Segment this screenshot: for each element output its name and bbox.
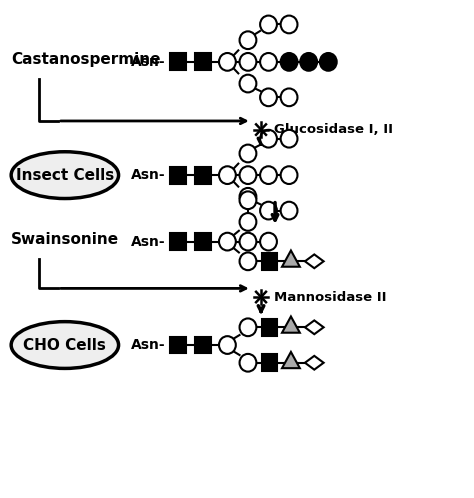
Text: Glucosidase I, II: Glucosidase I, II [274, 123, 393, 136]
Circle shape [219, 233, 236, 250]
Bar [170, 167, 186, 183]
Circle shape [239, 233, 256, 250]
Circle shape [219, 336, 236, 354]
Circle shape [239, 75, 256, 93]
Circle shape [239, 31, 256, 49]
Bar [170, 337, 186, 354]
Text: Asn-: Asn- [131, 235, 165, 249]
Text: Castanospermine: Castanospermine [11, 52, 161, 67]
Circle shape [320, 53, 337, 71]
Circle shape [219, 53, 236, 71]
Bar [195, 233, 210, 250]
Circle shape [281, 130, 298, 147]
Bar [195, 53, 210, 70]
Bar [170, 233, 186, 250]
Text: Asn-: Asn- [131, 55, 165, 69]
Bar [262, 319, 277, 336]
Circle shape [239, 191, 256, 209]
Text: Mannosidase II: Mannosidase II [274, 290, 387, 303]
Polygon shape [305, 254, 324, 268]
Circle shape [260, 15, 277, 33]
Circle shape [239, 166, 256, 184]
Circle shape [260, 130, 277, 147]
Ellipse shape [11, 152, 119, 199]
Bar [262, 355, 277, 371]
Text: CHO Cells: CHO Cells [23, 338, 106, 353]
Bar [170, 53, 186, 70]
Circle shape [300, 53, 317, 71]
Circle shape [281, 202, 298, 220]
Ellipse shape [11, 322, 119, 369]
Text: Asn-: Asn- [131, 338, 165, 352]
Bar [262, 253, 277, 270]
Circle shape [239, 213, 256, 231]
Circle shape [239, 318, 256, 336]
Circle shape [260, 202, 277, 220]
Circle shape [239, 188, 256, 206]
Circle shape [239, 144, 256, 162]
Circle shape [281, 89, 298, 106]
Circle shape [239, 252, 256, 270]
Circle shape [260, 166, 277, 184]
Circle shape [281, 53, 298, 71]
Polygon shape [305, 356, 324, 370]
Text: Swainsonine: Swainsonine [11, 232, 119, 247]
Text: Insect Cells: Insect Cells [16, 168, 114, 183]
Bar [195, 337, 210, 354]
Polygon shape [305, 320, 324, 334]
Circle shape [260, 89, 277, 106]
Circle shape [239, 354, 256, 372]
Circle shape [219, 166, 236, 184]
Circle shape [260, 53, 277, 71]
Text: Asn-: Asn- [131, 168, 165, 182]
Circle shape [281, 166, 298, 184]
Bar [195, 167, 210, 183]
Circle shape [260, 233, 277, 250]
Circle shape [281, 15, 298, 33]
Circle shape [239, 53, 256, 71]
